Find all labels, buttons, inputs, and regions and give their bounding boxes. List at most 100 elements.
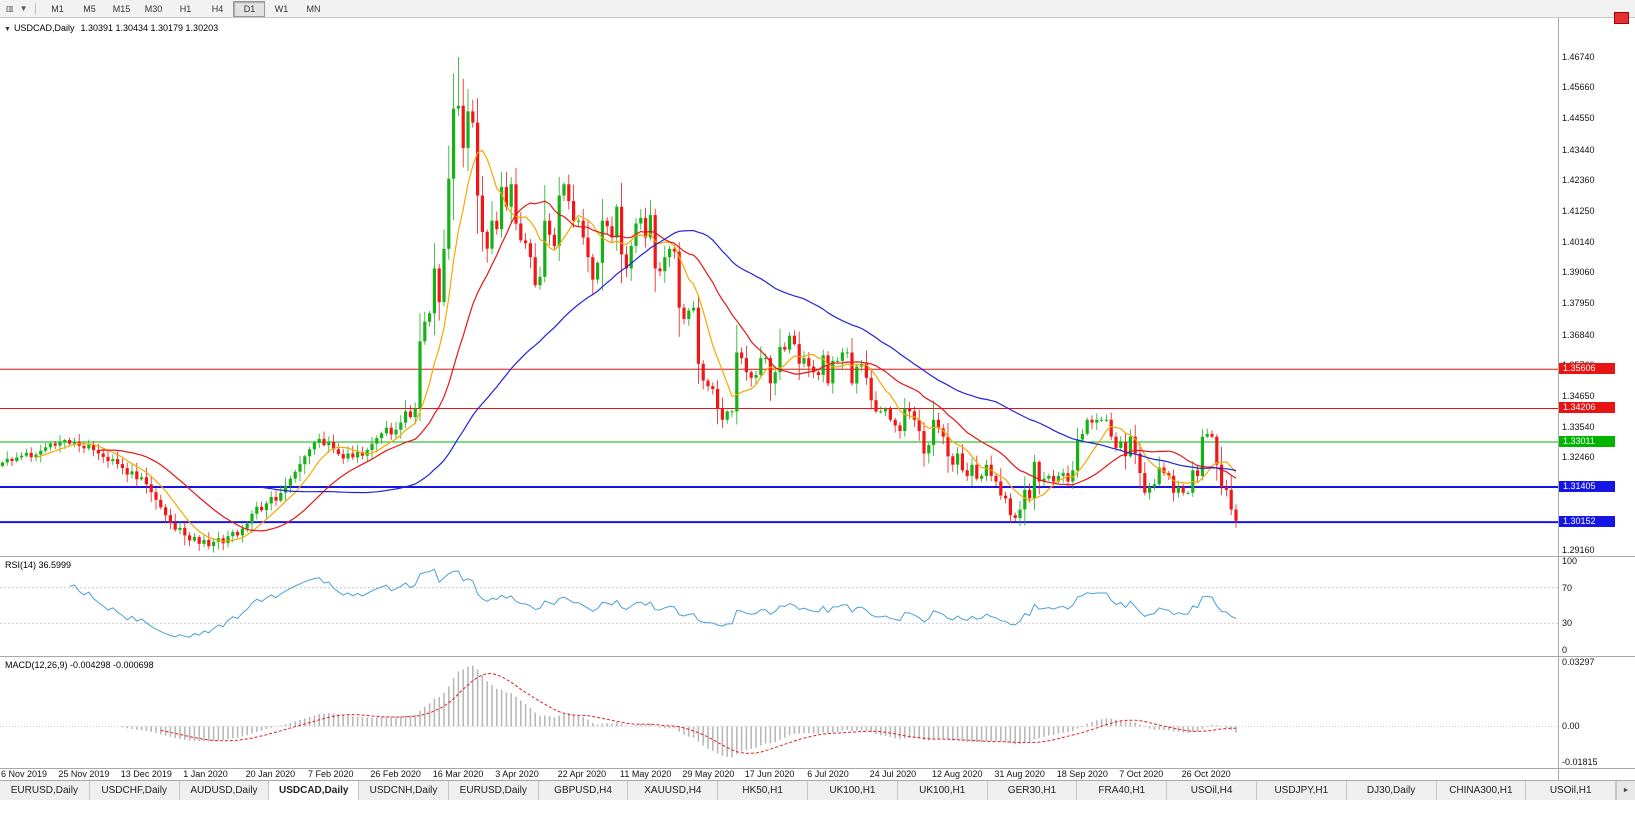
rsi-indicator-label: RSI(14) 36.5999 <box>5 560 72 570</box>
price-axis-label: 1.34650 <box>1562 391 1595 401</box>
dropdown-caret-icon[interactable]: ▼ <box>19 3 28 13</box>
price-axis-label: 1.43440 <box>1562 145 1595 155</box>
chart-tab-gbpusd-h4[interactable]: GBPUSD,H4 <box>538 781 629 800</box>
candlestick-chart[interactable] <box>0 38 1558 554</box>
rsi-axis-label: 100 <box>1562 556 1578 566</box>
price-axis-label: 1.35760 <box>1562 360 1595 370</box>
date-label: 29 May 2020 <box>682 769 735 779</box>
date-label: 26 Feb 2020 <box>370 769 421 779</box>
date-label: 1 Jan 2020 <box>183 769 228 779</box>
chart-tab-usdjpy-h1[interactable]: USDJPY,H1 <box>1256 781 1347 800</box>
candles-layer <box>0 57 1238 553</box>
chart-tab-usdchf-daily[interactable]: USDCHF,Daily <box>89 781 180 800</box>
ohlc-values: 1.30391 1.30434 1.30179 1.30203 <box>80 23 219 33</box>
price-axis-label: 1.42360 <box>1562 175 1595 185</box>
timeframe-button-mn[interactable]: MN <box>306 3 321 14</box>
chart-tab-audusd-daily[interactable]: AUDUSD,Daily <box>179 781 270 800</box>
chart-tab-ger30-h1[interactable]: GER30,H1 <box>987 781 1078 800</box>
macd-indicator-chart[interactable] <box>0 657 1558 767</box>
chart-type-icon[interactable]: ▥ <box>6 3 14 13</box>
tab-scroll-right-button[interactable]: ► <box>1616 781 1635 800</box>
rsi-line <box>69 568 1237 638</box>
chart-tab-bar: EURUSD,Daily USDCHF,Daily AUDUSD,Daily USDC… <box>0 780 1635 800</box>
timeframe-button-h1[interactable]: H1 <box>179 3 192 14</box>
chart-tab-usoil-h1[interactable]: USOil,H1 <box>1526 781 1617 800</box>
date-label: 7 Feb 2020 <box>308 769 354 779</box>
price-line-label: 1.34206 <box>1559 402 1615 413</box>
price-axis-label: 1.45660 <box>1562 82 1595 92</box>
chart-tab-usdcnh-daily[interactable]: USDCNH,Daily <box>359 781 449 800</box>
price-axis-label: 1.31350 <box>1562 484 1595 494</box>
chart-tab-uk100-h1[interactable]: UK100,H1 <box>897 781 988 800</box>
price-axis-label: 1.46740 <box>1562 52 1595 62</box>
chart-tab-hk50-h1[interactable]: HK50,H1 <box>718 781 809 800</box>
timeframe-button-m30[interactable]: M30 <box>144 3 163 14</box>
moving-average-21 <box>98 200 1237 532</box>
date-label: 3 Apr 2020 <box>495 769 539 779</box>
price-axis-label: 1.36840 <box>1562 330 1595 340</box>
date-label: 7 Oct 2020 <box>1119 769 1164 779</box>
timeframe-button-w1[interactable]: W1 <box>274 3 289 14</box>
time-axis: 6 Nov 2019 25 Nov 2019 13 Dec 2019 1 Jan 20… <box>0 768 1558 780</box>
price-axis-label: 1.40140 <box>1562 237 1595 247</box>
rsi-axis-label: 0 <box>1562 645 1568 655</box>
date-label: 17 Jun 2020 <box>744 769 795 779</box>
date-label: 25 Nov 2019 <box>58 769 110 779</box>
macd-axis-label: -0.01815 <box>1562 757 1598 767</box>
timeframe-button-m15[interactable]: M15 <box>112 3 131 14</box>
chart-tab-uk100-h1[interactable]: UK100,H1 <box>808 781 898 800</box>
macd-signal-line <box>160 673 1237 754</box>
panel-splitter[interactable] <box>0 656 1635 657</box>
panel-splitter[interactable] <box>0 556 1635 557</box>
date-label: 24 Jul 2020 <box>869 769 917 779</box>
macd-histogram-layer <box>121 665 1237 758</box>
date-label: 11 May 2020 <box>620 769 672 779</box>
timeframe-button-m5[interactable]: M5 <box>83 3 96 14</box>
date-label: 20 Jan 2020 <box>245 769 296 779</box>
timeframe-button-m1[interactable]: M1 <box>51 3 64 14</box>
date-label: 18 Sep 2020 <box>1056 769 1108 779</box>
date-label: 26 Oct 2020 <box>1181 769 1231 779</box>
scroll-right-icon: ► <box>1622 787 1630 794</box>
chart-ohlc-header: ▼ USDCAD,Daily 1.30391 1.30434 1.30179 1.3… <box>4 23 218 33</box>
rsi-axis-label: 70 <box>1562 583 1573 593</box>
chart-tab-fra40-h1[interactable]: FRA40,H1 <box>1077 781 1168 800</box>
price-axis-label: 1.30240 <box>1562 515 1595 525</box>
price-axis-label: 1.37950 <box>1562 298 1595 308</box>
collapse-triangle-icon[interactable]: ▼ <box>4 26 11 33</box>
chart-tab-china300-h1[interactable]: CHINA300,H1 <box>1436 781 1527 800</box>
chart-tab-xauusd-h4[interactable]: XAUUSD,H4 <box>628 781 719 800</box>
chart-tab-usdcad-daily[interactable]: USDCAD,Daily <box>269 781 360 800</box>
date-label: 6 Jul 2020 <box>807 769 849 779</box>
price-axis-label: 1.44550 <box>1562 113 1595 123</box>
date-label: 13 Dec 2019 <box>120 769 172 779</box>
toolbar: ▥ ▼ M1 M5 M15 M30 H1 H4 D1 W1 MN <box>0 0 1635 18</box>
macd-indicator-label: MACD(12,26,9) -0.004298 -0.000698 <box>5 660 154 670</box>
chart-tab-usoil-h4[interactable]: USOil,H4 <box>1167 781 1257 800</box>
date-label: 12 Aug 2020 <box>932 769 983 779</box>
price-line-label: 1.35606 <box>1559 363 1615 374</box>
rsi-indicator-chart[interactable] <box>0 557 1558 655</box>
price-axis-label: 1.29160 <box>1562 545 1595 555</box>
chart-tab-eurusd-daily[interactable]: EURUSD,Daily <box>448 781 539 800</box>
date-label: 6 Nov 2019 <box>1 769 48 779</box>
status-indicator-red-icon <box>1614 12 1629 24</box>
symbol-label: USDCAD,Daily <box>13 23 75 33</box>
timeframe-group: M1 M5 M15 M30 H1 H4 D1 W1 MN <box>41 0 329 17</box>
price-axis-border <box>1558 18 1559 780</box>
hlines-layer <box>0 368 1558 524</box>
chart-tab-dj30-daily[interactable]: DJ30,Daily <box>1346 781 1437 800</box>
timeframe-button-h4[interactable]: H4 <box>211 3 224 14</box>
macd-axis-label: 0.03297 <box>1562 657 1595 667</box>
toolbar-separator <box>35 2 37 15</box>
timeframe-button-d1[interactable]: D1 <box>233 0 266 17</box>
rsi-axis-label: 30 <box>1562 618 1573 628</box>
chart-tab-eurusd-daily[interactable]: EURUSD,Daily <box>0 781 90 800</box>
moving-averages-layer <box>35 149 1237 542</box>
time-axis-separator <box>0 768 1635 769</box>
date-label: 16 Mar 2020 <box>432 769 484 779</box>
date-label: 22 Apr 2020 <box>557 769 607 779</box>
price-line-label: 1.33011 <box>1559 436 1615 447</box>
tab-strip: EURUSD,Daily USDCHF,Daily AUDUSD,Daily USDC… <box>0 781 1617 800</box>
price-axis-label: 1.32460 <box>1562 452 1595 462</box>
